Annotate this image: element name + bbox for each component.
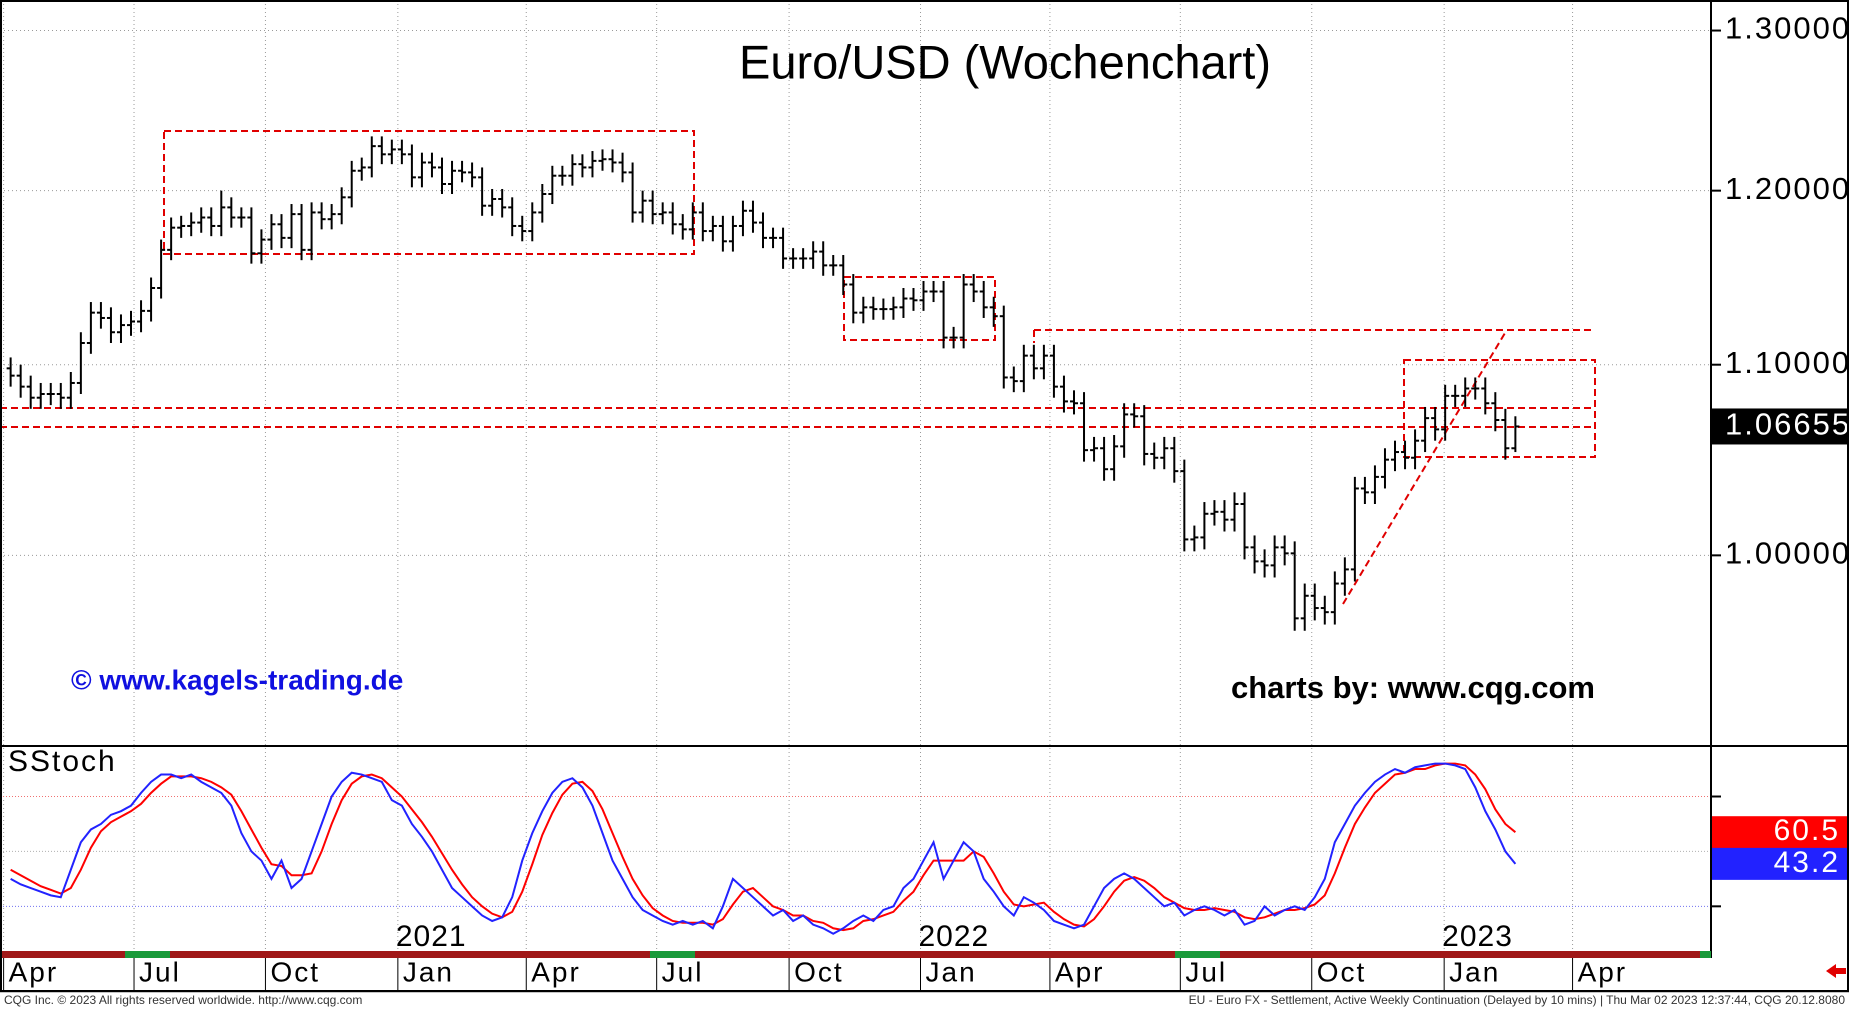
source-note: charts by: www.cqg.com: [1231, 670, 1595, 705]
last-price-box: [1712, 408, 1848, 445]
scroll-arrow-icon[interactable]: [1826, 964, 1846, 978]
last-price-label: 1.06655: [1725, 407, 1849, 442]
trend-line: [1342, 332, 1506, 605]
x-tick-label: Apr: [1055, 956, 1105, 987]
year-label: 2023: [1442, 920, 1513, 953]
range-box: [163, 130, 695, 255]
last-value-label: 60.5: [1774, 814, 1840, 847]
x-tick-label: Oct: [1317, 956, 1367, 987]
y-tick-label: 1.00000: [1725, 536, 1849, 571]
last-value-label: 43.2: [1774, 846, 1840, 879]
y-tick-label: 1.20000: [1725, 171, 1849, 206]
session-strip: [1700, 951, 1711, 958]
session-strip: [650, 951, 695, 958]
indicator-line: [10, 762, 1517, 935]
year-label: 2022: [919, 920, 990, 953]
x-tick-label: Apr: [9, 956, 59, 987]
x-tick-label: Oct: [794, 956, 844, 987]
footer-left: CQG Inc. © 2023 All rights reserved worl…: [4, 993, 362, 1007]
session-strip: [0, 951, 1711, 958]
session-strip: [1175, 951, 1220, 958]
y-tick-label: 1.10000: [1725, 345, 1849, 380]
footer-right: EU - Euro FX - Settlement, Active Weekly…: [1189, 993, 1846, 1007]
x-tick-label: Apr: [1578, 956, 1628, 987]
session-strip: [125, 951, 170, 958]
x-tick-label: Oct: [270, 956, 320, 987]
last-value-box: [1712, 816, 1848, 849]
indicator-title: SStoch: [8, 745, 117, 778]
chart-title: Euro/USD (Wochenchart): [739, 35, 1271, 88]
last-value-box: [1712, 847, 1848, 880]
x-tick-label: Jan: [403, 956, 454, 987]
indicator-line: [10, 762, 1517, 932]
grid-layer: [0, 0, 1711, 953]
marks-layer: 1.30000 1.20000 1.10000 1.00000 Apr Jul Oct Jan…: [3, 11, 1849, 990]
y-tick-label: 1.30000: [1725, 11, 1849, 46]
x-tick-label: Apr: [531, 956, 581, 987]
x-tick-label: Jul: [139, 956, 181, 987]
x-tick-label: Jan: [926, 956, 977, 987]
x-tick-label: Jul: [662, 956, 704, 987]
watermark: © www.kagels-trading.de: [71, 664, 403, 695]
x-tick-label: Jan: [1449, 956, 1500, 987]
year-label: 2021: [396, 920, 467, 953]
x-tick-label: Jul: [1185, 956, 1227, 987]
range-box: [843, 276, 996, 341]
trend-annotations: [0, 130, 1596, 605]
